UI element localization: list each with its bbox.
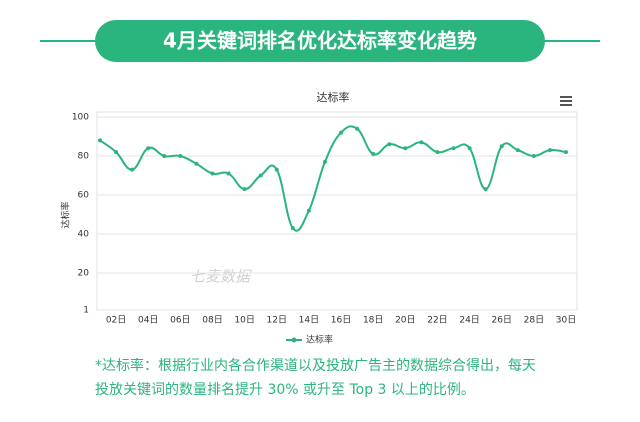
data-point <box>210 171 215 176</box>
data-point <box>403 146 408 151</box>
data-point <box>162 153 167 158</box>
data-point <box>499 144 504 149</box>
data-point <box>146 146 151 151</box>
data-point <box>531 153 536 158</box>
data-point <box>194 161 199 166</box>
data-point <box>226 171 231 176</box>
data-point <box>467 146 472 151</box>
data-point <box>98 138 102 143</box>
data-point <box>290 226 295 231</box>
data-point <box>322 159 327 164</box>
chart-title: 达标率 <box>317 90 350 104</box>
y-tick-label: 100 <box>72 113 89 123</box>
data-point <box>547 148 552 153</box>
footnote-line: *达标率：根据行业内各合作渠道以及投放广告主的数据综合得出，每天 <box>95 357 536 374</box>
x-tick-label: 30日 <box>556 315 576 326</box>
data-point <box>306 208 311 213</box>
data-point <box>451 146 456 151</box>
data-point <box>419 140 424 145</box>
y-tick-label: 1 <box>83 306 89 316</box>
x-tick-label: 06日 <box>170 315 190 326</box>
data-point <box>114 150 119 155</box>
data-point <box>483 187 488 192</box>
x-tick-label: 12日 <box>267 315 287 326</box>
data-point <box>387 142 392 147</box>
plot-frame <box>96 111 578 311</box>
y-axis-label: 达标率 <box>60 201 72 228</box>
data-point <box>339 130 344 135</box>
x-tick-label: 18日 <box>363 315 383 326</box>
data-point <box>435 150 440 155</box>
data-point <box>355 126 360 131</box>
legend-label: 达标率 <box>306 334 333 346</box>
x-tick-label: 08日 <box>202 315 222 326</box>
y-tick-label: 80 <box>78 151 90 161</box>
x-tick-label: 26日 <box>491 315 511 326</box>
x-tick-label: 14日 <box>299 315 319 326</box>
data-point <box>242 187 247 192</box>
data-point <box>178 153 183 158</box>
y-tick-label: 60 <box>78 190 90 200</box>
menu-icon[interactable] <box>560 96 572 106</box>
watermark: 七麦数据 <box>190 268 252 286</box>
x-tick-label: 02日 <box>106 315 126 326</box>
x-tick-label: 20日 <box>395 315 415 326</box>
data-point <box>258 173 263 178</box>
footnote-line: 投放关键词的数量排名提升 30% 或升至 Top 3 以上的比例。 <box>95 382 475 398</box>
x-tick-label: 22日 <box>427 315 447 326</box>
legend-swatch-dot <box>291 337 297 343</box>
data-point <box>274 167 279 172</box>
header-title: 4月关键词排名优化达标率变化趋势 <box>163 29 477 53</box>
x-tick-label: 10日 <box>234 315 254 326</box>
x-tick-label: 28日 <box>524 315 544 326</box>
y-tick-label: 40 <box>78 229 90 239</box>
x-tick-label: 16日 <box>331 315 351 326</box>
y-tick-label: 20 <box>78 268 90 278</box>
x-tick-label: 04日 <box>138 315 158 326</box>
series-line <box>99 125 567 232</box>
x-tick-label: 24日 <box>459 315 479 326</box>
data-point <box>130 167 135 172</box>
header-pill <box>95 20 545 62</box>
data-point <box>564 150 568 155</box>
data-point <box>371 152 376 157</box>
data-point <box>515 148 520 153</box>
